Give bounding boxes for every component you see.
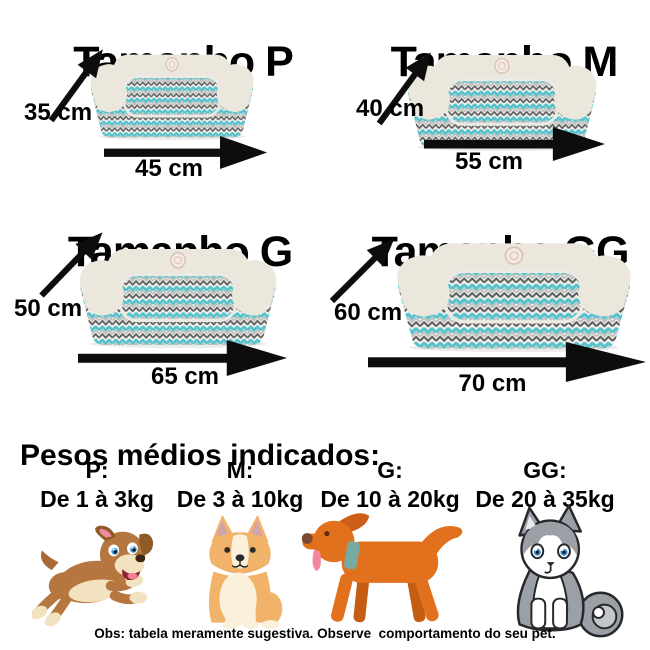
- weight-guide-heading: Pesos médios indicados:: [20, 438, 381, 472]
- pet-bed-illustration-gg: [390, 241, 638, 352]
- weight-size-label: GG:: [523, 457, 567, 483]
- width-label-gg: 70 cm: [458, 370, 527, 397]
- weight-column-p: P: De 1 à 3kg: [22, 456, 172, 514]
- depth-label-g: 50 cm: [14, 295, 83, 322]
- depth-label-p: 35 cm: [24, 99, 93, 126]
- depth-label-m: 40 cm: [356, 95, 425, 122]
- weight-column-g: G: De 10 à 20kg: [315, 456, 465, 514]
- width-label-p: 45 cm: [134, 155, 204, 182]
- weight-range-label: De 1 à 3kg: [40, 486, 154, 512]
- pet-bed-illustration-p: [85, 53, 259, 140]
- weight-range-label: De 3 à 10kg: [176, 486, 304, 512]
- weight-range-label: De 20 à 35kg: [475, 486, 615, 512]
- weight-size-label: M:: [226, 457, 254, 483]
- husky-puppy-illustration: [516, 504, 624, 638]
- pet-bed-illustration-g: [74, 247, 282, 348]
- width-label-m: 55 cm: [454, 148, 524, 175]
- weight-range-label: De 10 à 20kg: [320, 486, 460, 512]
- corgi-puppy-illustration: [209, 514, 283, 629]
- disclaimer-note: Obs: tabela meramente sugestiva. Observe…: [94, 626, 556, 641]
- brown-puppy-illustration: [32, 525, 154, 627]
- depth-label-gg: 60 cm: [334, 299, 403, 326]
- width-label-g: 65 cm: [150, 363, 220, 390]
- weight-size-label: G:: [377, 457, 403, 483]
- weight-column-gg: GG: De 20 à 35kg: [470, 456, 620, 514]
- orange-dog-illustration: [301, 513, 463, 623]
- weight-column-m: M: De 3 à 10kg: [165, 456, 315, 514]
- weight-size-label: P:: [85, 457, 109, 483]
